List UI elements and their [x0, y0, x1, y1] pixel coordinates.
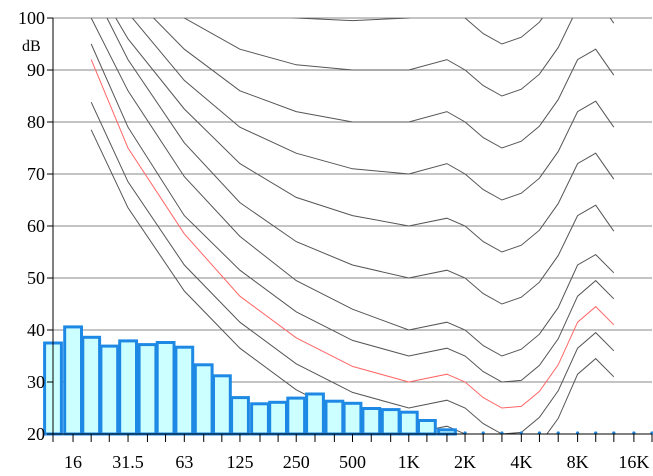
y-tick-label: 50	[27, 268, 45, 288]
equal-loudness-curve	[90, 129, 615, 434]
equal-loudness-curve	[115, 18, 615, 253]
equal-loudness-curve	[106, 18, 615, 305]
y-tick-label: 70	[27, 164, 45, 184]
x-tick-label: 16	[64, 452, 82, 472]
spectrum-bar	[417, 419, 437, 436]
y-tick-label: 80	[27, 112, 45, 132]
spectrum-bar	[63, 325, 83, 436]
equal-loudness-curve	[183, 18, 615, 97]
spectrum-bar	[380, 408, 401, 436]
y-tick-label: 60	[27, 216, 45, 236]
equal-loudness-curve	[90, 43, 615, 383]
spectrum-bar	[230, 396, 250, 436]
x-tick-label: 63	[175, 452, 193, 472]
spectrum-bar	[118, 339, 138, 436]
spectrum-bar	[155, 341, 176, 436]
spectrum-bar	[342, 401, 363, 436]
x-tick-label: 500	[339, 452, 366, 472]
x-tick-label: 31.5	[112, 452, 144, 472]
y-unit-label: dB	[22, 38, 41, 55]
x-tick-label: 125	[226, 452, 253, 472]
spectrum-bar	[398, 410, 419, 436]
axes: 20 30 40 50 60 70 80 90 100 16 31.5 63 125 250 500 1K 2K…	[18, 8, 653, 472]
spectrum-bar	[268, 400, 289, 436]
y-tick-label: 20	[27, 424, 45, 444]
y-tick-label: 90	[27, 60, 45, 80]
x-tick-label: 2K	[454, 452, 476, 472]
spectrum-bar	[305, 392, 325, 436]
spectrum-bar	[212, 374, 232, 436]
x-tick-label: 4K	[510, 452, 532, 472]
x-tick-label: 16K	[618, 452, 649, 472]
spectrum-bar	[286, 396, 307, 436]
spectrum-bar	[137, 343, 158, 436]
x-tick-label: 1K	[398, 452, 420, 472]
equal-loudness-curve	[90, 18, 615, 357]
equal-loudness-curve	[90, 101, 615, 434]
spectrum-bar	[324, 399, 345, 436]
spectrum-bar	[361, 407, 382, 436]
spectrum-bar	[193, 363, 214, 436]
spectrum-bar	[250, 402, 270, 436]
x-tick-label: 8K	[567, 452, 589, 472]
spectrum-bar	[437, 428, 457, 436]
spectrum-bar	[81, 335, 102, 436]
y-tick-label: 100	[18, 8, 45, 28]
equal-loudness-curve	[152, 18, 615, 149]
spectrum-bar	[99, 344, 120, 436]
x-tick-label: 250	[283, 452, 310, 472]
equal-loudness-curve	[131, 18, 615, 201]
equal-loudness-curves	[90, 18, 615, 434]
spectrum-bar	[174, 345, 195, 436]
equal-loudness-curve	[90, 59, 615, 409]
y-tick-label: 30	[27, 372, 45, 392]
y-tick-label: 40	[27, 320, 45, 340]
